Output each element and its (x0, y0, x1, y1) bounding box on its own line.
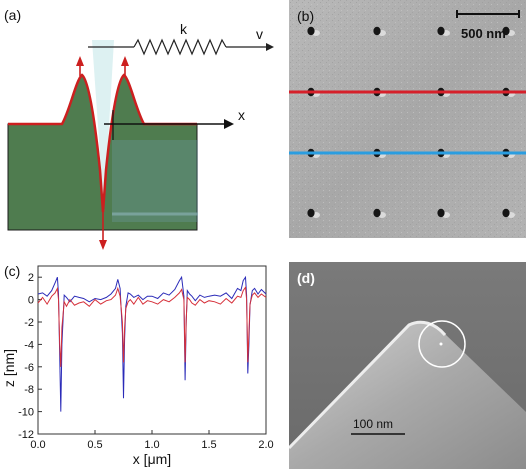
panel-d-label: (d) (297, 270, 315, 286)
series-lines (37, 275, 267, 412)
pit (373, 208, 381, 218)
panel-d: (d) 100 nm (289, 262, 526, 469)
profile-chart: (c) 2 0 -2 -4 -6 -8 -10 -12 0.0 0.5 1.0 1.5 2.0 z [… (1, 263, 274, 467)
y-axis-label: z [nm] (1, 349, 17, 387)
tip-apex-dot (439, 342, 443, 346)
x-tick-label: 1.5 (201, 439, 216, 451)
pit (502, 208, 510, 218)
tip-apex-circle (418, 320, 466, 368)
tip-body (289, 321, 526, 469)
tip-shadow (112, 140, 198, 222)
sem-tip-image: (d) 100 nm (289, 262, 526, 469)
x-tick-label: 1.0 (144, 439, 159, 451)
x-axis-arrowhead (224, 119, 234, 129)
panel-c-label: (c) (4, 263, 20, 279)
y-tick-label: -4 (24, 339, 34, 351)
panel-b-label: (b) (297, 8, 314, 24)
tip-edge-highlight (289, 320, 447, 450)
velocity-label: v (256, 26, 263, 42)
tip-surface-schematic: (a) k v x (4, 7, 274, 250)
y-tick-label: -12 (18, 429, 34, 441)
panel-a-label: (a) (4, 7, 21, 23)
y-tick-label: 2 (28, 272, 34, 284)
scalebar-b-label: 500 nm (461, 26, 506, 41)
force-arrows (76, 56, 129, 250)
series-line-1 (37, 285, 267, 367)
spring-constant-label: k (180, 21, 188, 37)
afm-noise (289, 0, 526, 238)
x-tick-label: 0.5 (87, 439, 102, 451)
scalebar-d-label: 100 nm (353, 417, 393, 431)
y-tick-label: -8 (24, 384, 34, 396)
series-line-0 (37, 275, 267, 412)
panel-b: (b) 500 nm (289, 0, 526, 238)
plot-frame (37, 265, 267, 435)
pit (437, 26, 445, 36)
panel-c: (c) 2 0 -2 -4 -6 -8 -10 -12 0.0 0.5 1.0 1.5 2.0 z [… (0, 260, 290, 469)
x-axis-label: x (238, 107, 245, 123)
panel-a: (a) k v x (0, 0, 290, 262)
y-tick-label: -6 (24, 362, 34, 374)
pit (502, 26, 510, 36)
x-tick-label: 2.0 (258, 439, 273, 451)
x-axis-label: x [μm] (133, 451, 171, 467)
x-ticks: 0.0 0.5 1.0 1.5 2.0 (30, 430, 274, 451)
y-tick-label: -10 (18, 407, 34, 419)
y-tick-label: 0 (28, 295, 34, 307)
pit (437, 208, 445, 218)
pit (373, 26, 381, 36)
spring (88, 38, 268, 56)
pit (307, 208, 315, 218)
y-ticks: 2 0 -2 -4 -6 -8 -10 -12 (18, 272, 42, 441)
tip-cone (92, 40, 114, 212)
pit (307, 26, 315, 36)
y-tick-label: -2 (24, 317, 34, 329)
afm-image: (b) 500 nm (289, 0, 526, 238)
velocity-arrowhead (266, 43, 274, 51)
x-tick-label: 0.0 (30, 439, 45, 451)
